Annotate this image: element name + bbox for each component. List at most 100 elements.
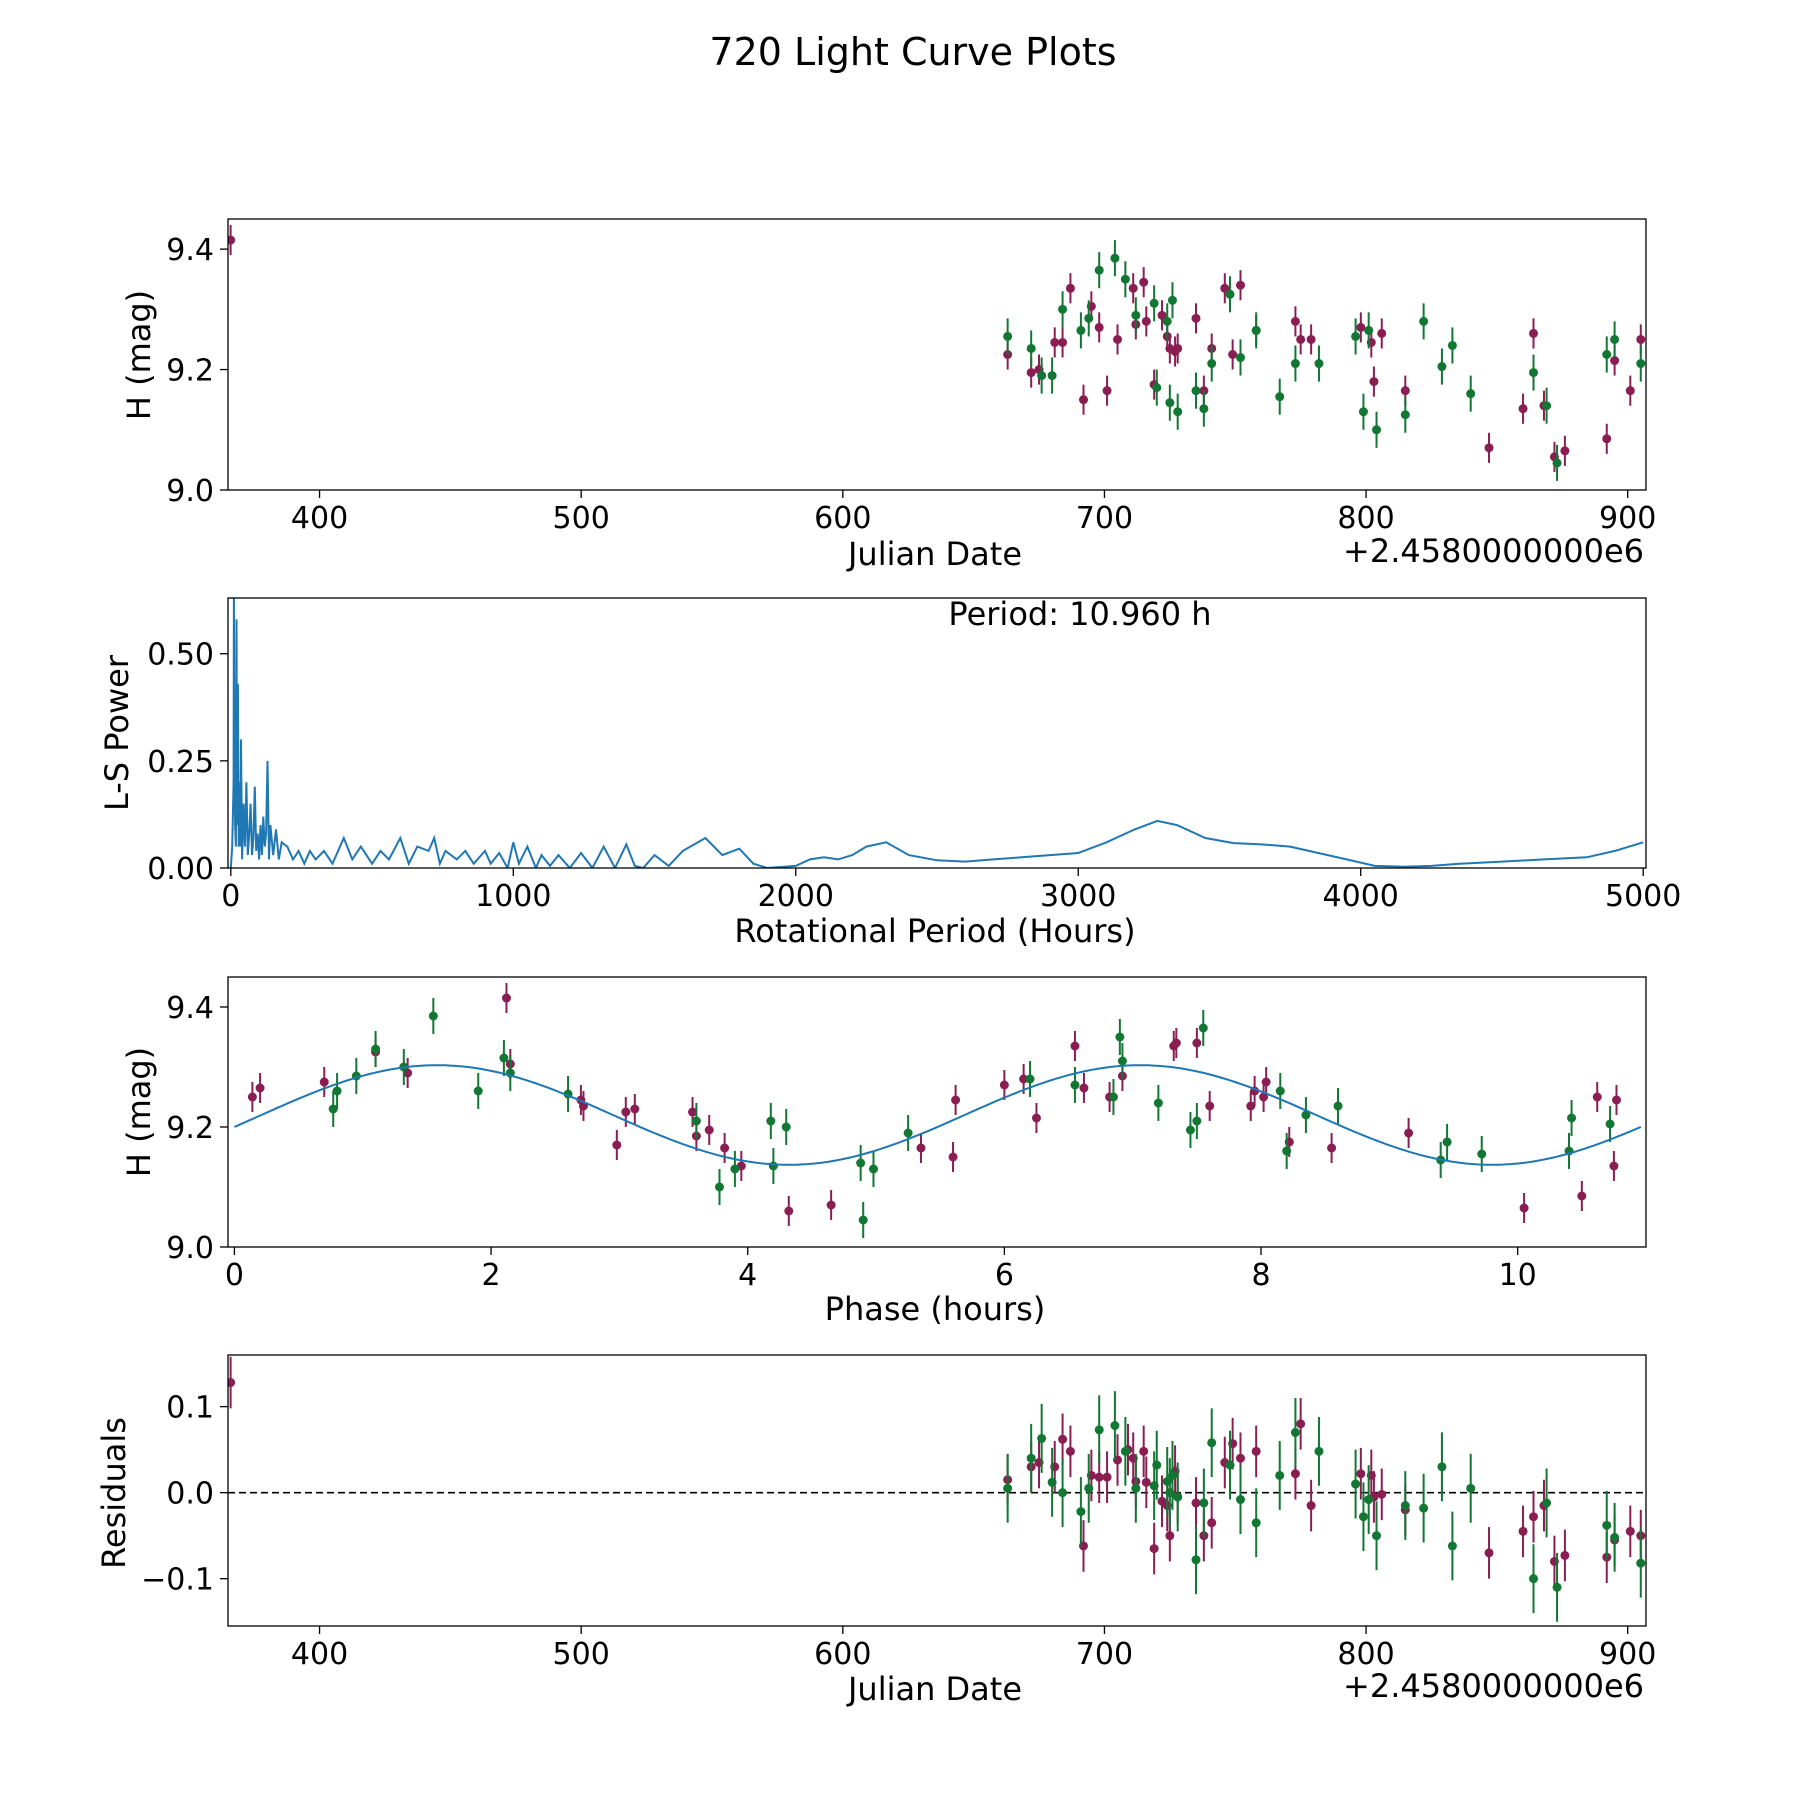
p3-ticks-xtick-label: 900 [1599,1637,1656,1672]
green-data-point [1314,359,1324,369]
red-data-point [630,1104,640,1114]
red-data-point [720,1143,730,1153]
p2-ticks-xtick-label: 0 [225,1258,244,1293]
green-data-point [1003,331,1013,341]
red-data-point [1220,283,1230,293]
red-data-point [1173,343,1183,353]
green-data-point [1466,389,1476,399]
green-data-point [1442,1137,1452,1147]
red-data-point [1139,1446,1149,1456]
red-data-point [1235,1453,1245,1463]
green-data-point [332,1086,342,1096]
phase-ylabel: H (mag) [120,1047,158,1177]
green-data-point [1131,310,1141,320]
green-data-point [1003,1483,1013,1493]
periodogram-xlabel: Rotational Period (Hours) [734,912,1135,950]
green-data-point [1636,359,1646,369]
green-data-point [1115,1032,1125,1042]
red-data-point [1113,334,1123,344]
red-data-point [255,1083,265,1093]
red-data-point [1404,1128,1414,1138]
red-data-point [1191,1498,1201,1508]
green-data-point [473,1086,483,1096]
green-data-point [1120,1446,1130,1456]
red-data-point [1377,1489,1387,1499]
red-data-point [1377,328,1387,338]
periodogram-ylabel: L-S Power [98,654,136,811]
red-data-point [1356,322,1366,332]
green-data-point [1529,1574,1539,1584]
green-data-point [1636,1558,1646,1568]
green-data-point [1108,1092,1118,1102]
green-data-point [1275,1086,1285,1096]
red-data-point [1484,1548,1494,1558]
red-data-point [1058,1434,1068,1444]
green-data-point [1076,1507,1086,1517]
green-data-point [1351,1479,1361,1489]
green-data-point [1025,1074,1035,1084]
red-data-point [688,1107,698,1117]
green-data-point [1120,274,1130,284]
p2-ticks-xtick-label: 4 [738,1258,757,1293]
lightcurve-offset-label: +2.4580000000e6 [1343,532,1644,570]
residuals-ylabel: Residuals [95,1417,133,1569]
red-data-point [1157,310,1167,320]
periodogram-data [229,598,1644,868]
green-data-point [1275,1470,1285,1480]
periodogram-frame [227,597,1647,869]
p2-ticks-ytick-label: 9.4 [166,991,214,1026]
green-data-point [1117,1056,1127,1066]
red-data-point [1094,1472,1104,1482]
green-data-point [768,1161,778,1171]
green-data-point [1235,353,1245,363]
p0-ticks-xtick-label: 600 [814,501,871,536]
green-data-point [868,1164,878,1174]
red-data-point [1560,446,1570,456]
p0-ticks-ytick-label: 9.0 [166,474,214,509]
green-data-point [1372,1531,1382,1541]
red-data-point [1290,1469,1300,1479]
p1-ticks-xtick-label: 0 [221,879,240,914]
green-data-point [1076,325,1086,335]
p2-ticks-xtick-label: 8 [1251,1258,1270,1293]
green-data-point [371,1044,381,1054]
red-data-point [1070,1041,1080,1051]
green-data-point [1026,1453,1036,1463]
green-data-point [1152,383,1162,393]
p1-ticks-xtick-label: 2000 [758,879,834,914]
p0-ticks-ytick-label: 9.2 [166,354,214,389]
green-data-point [1191,386,1201,396]
green-data-point [1110,253,1120,263]
green-data-point [1314,1446,1324,1456]
red-data-point [1065,283,1075,293]
red-data-point [1235,280,1245,290]
red-data-point [1079,1083,1089,1093]
green-data-point [1602,350,1612,359]
red-data-point [826,1200,836,1210]
green-data-point [1094,1425,1104,1435]
red-data-point [1102,1472,1112,1482]
green-data-point [1351,331,1361,341]
green-data-point [691,1116,701,1126]
red-data-point [1592,1092,1602,1102]
red-data-point [1141,316,1151,326]
red-data-point [1306,1501,1316,1511]
green-data-point [1358,407,1368,417]
green-data-point [1275,392,1285,402]
red-data-point [1192,1038,1202,1048]
green-data-point [428,1011,438,1021]
panel-residuals: 400 500 600 700 800 900 0.1 0.0 −0.1 Julian Date… [95,1354,1656,1708]
p2-ticks-ytick-label: 9.0 [166,1231,214,1266]
red-data-point [1026,368,1036,378]
green-data-point [1437,362,1447,372]
p2-ticks-xtick-label: 10 [1499,1258,1537,1293]
lightcurve-ticks: 400 500 600 700 800 900 9.0 9.2 9.4 [166,233,1656,536]
green-data-point [1047,1477,1057,1487]
p1-ticks-xtick-label: 3000 [1040,879,1116,914]
lightcurve-ylabel: H (mag) [120,290,158,420]
green-data-point [1153,1098,1163,1108]
green-data-point [1162,316,1172,326]
green-data-point [781,1122,791,1132]
p3-ticks-ytick-label: 0.1 [166,1391,214,1426]
periodogram-annotation: Period: 10.960 h [948,595,1211,633]
